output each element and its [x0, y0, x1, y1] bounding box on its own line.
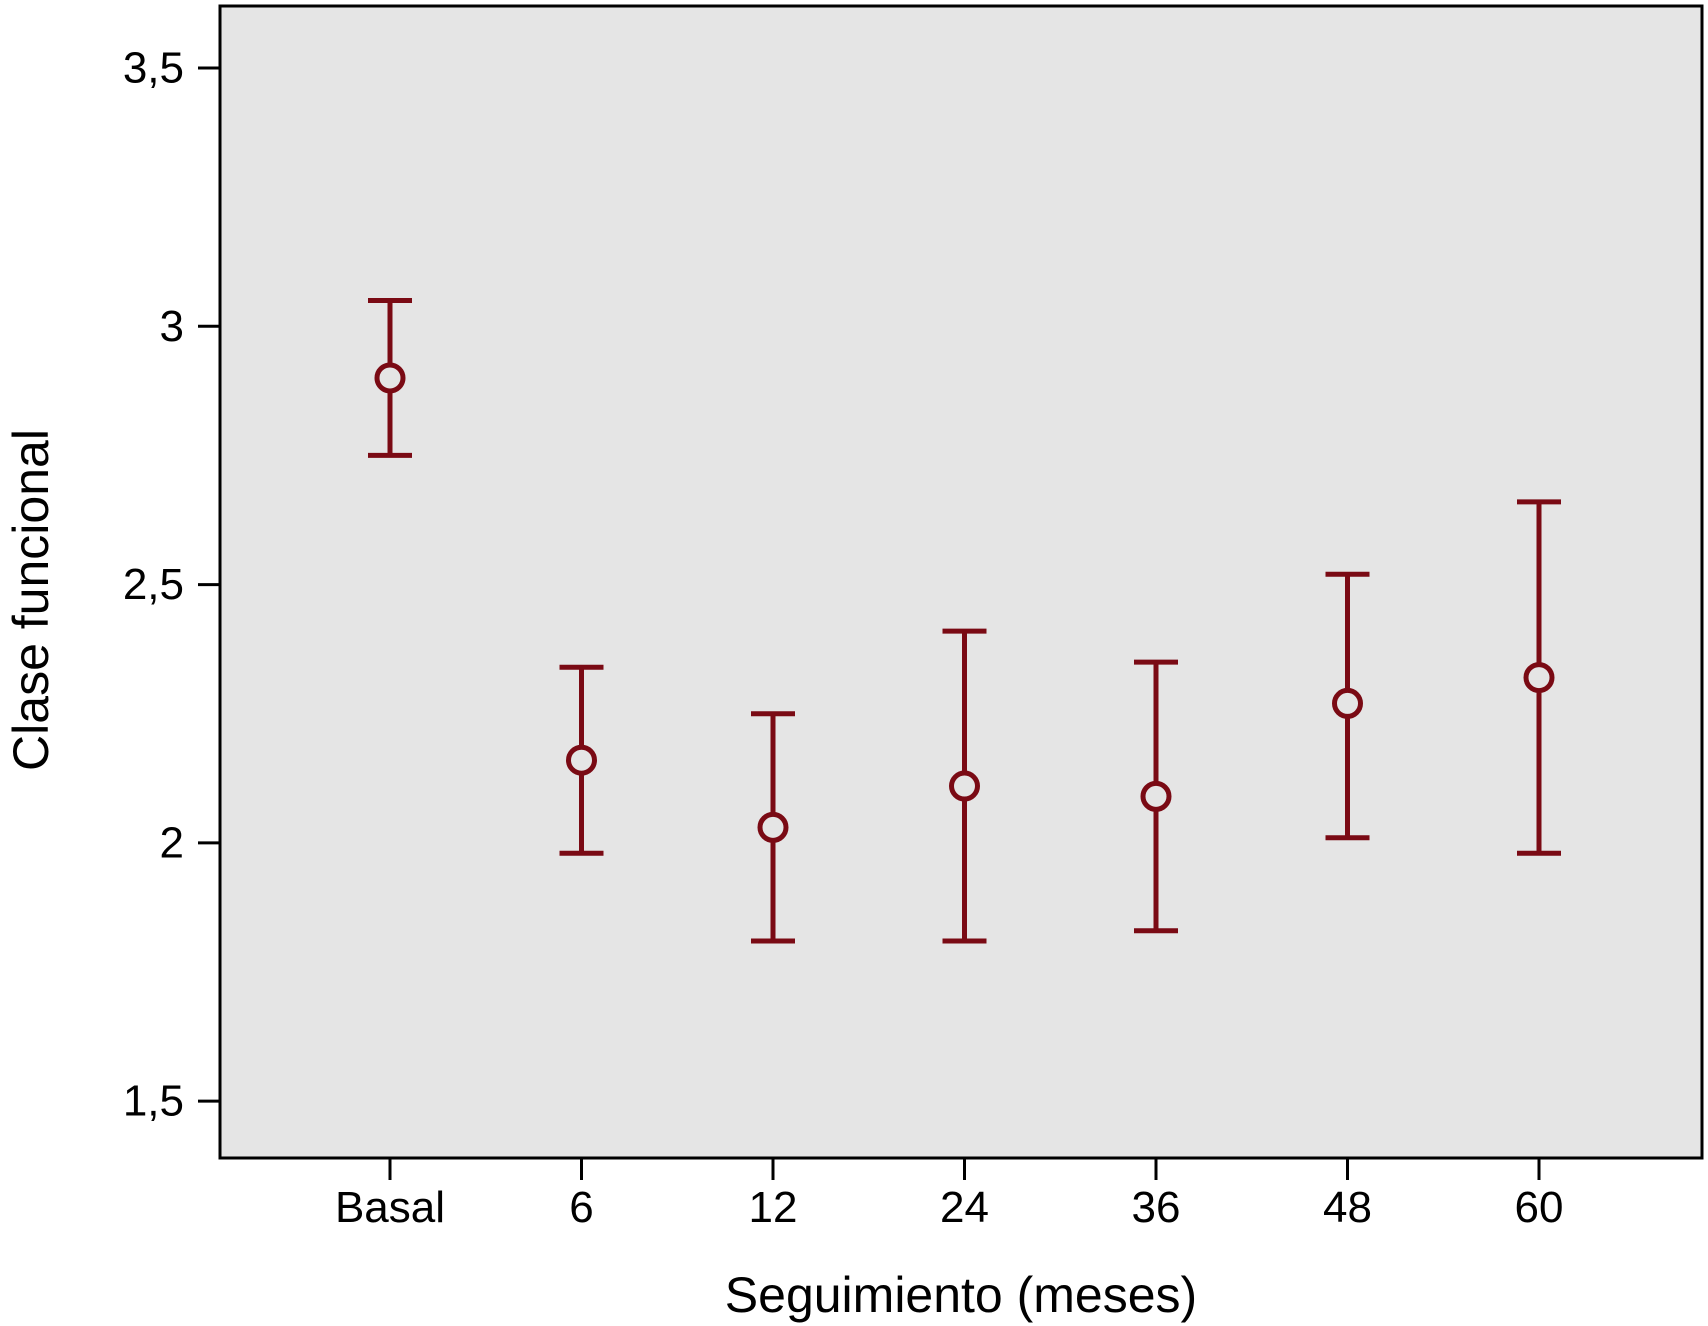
mean-point: [1140, 780, 1172, 812]
error-bar: [559, 664, 604, 856]
x-tick-label: 6: [569, 1183, 593, 1232]
mean-point: [1523, 662, 1555, 694]
mean-point: [566, 744, 597, 776]
x-tick-label: 36: [1132, 1183, 1181, 1232]
mean-point: [374, 362, 406, 394]
x-tick-label: Basal: [335, 1183, 445, 1232]
x-tick-label: 60: [1515, 1183, 1564, 1232]
x-tick-label: 48: [1323, 1183, 1372, 1232]
data-marks: [368, 297, 1561, 944]
y-axis: 3,5 3 2,5 2 1,5: [123, 43, 220, 1126]
mean-point: [757, 811, 789, 843]
y-tick-label: 2: [160, 818, 184, 867]
mean-point: [949, 770, 980, 802]
plot-area: [218, 4, 1704, 1160]
error-bar: [368, 297, 412, 458]
y-tick-label: 1,5: [123, 1077, 184, 1126]
error-bar: [942, 628, 987, 944]
error-bar: [1517, 499, 1561, 856]
error-bar: [1325, 571, 1370, 841]
mean-point: [1332, 687, 1363, 719]
x-axis: Basal 6 12 24 36 48 60: [335, 1158, 1564, 1232]
y-axis-title: Clase funcional: [3, 429, 59, 771]
error-bar: [751, 711, 795, 944]
x-tick-label: 12: [749, 1183, 798, 1232]
y-tick-label: 3: [160, 302, 184, 351]
error-bar: [1134, 659, 1178, 934]
y-tick-label: 3,5: [123, 43, 184, 92]
y-tick-label: 2,5: [123, 560, 184, 609]
x-axis-title: Seguimiento (meses): [725, 1267, 1197, 1323]
x-tick-label: 24: [940, 1183, 989, 1232]
